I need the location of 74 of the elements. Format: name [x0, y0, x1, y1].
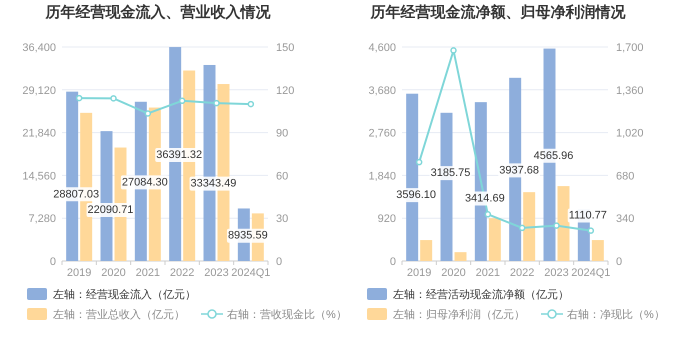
y2-tick-label: 1,360: [616, 84, 644, 97]
chart-title: 历年经营现金流入、营业收入情况: [44, 3, 272, 21]
data-label: 4565.96: [534, 150, 574, 162]
bar: [592, 240, 604, 261]
y-tick-label: 36,400: [22, 42, 56, 54]
legend-label: 左轴：经营现金流入（亿元）: [53, 288, 196, 301]
y2-tick-label: 680: [616, 170, 634, 182]
legend-label: 左轴：营业总收入（亿元）: [53, 308, 185, 321]
y2-tick-label: 340: [616, 213, 634, 226]
y2-tick-label: 1,700: [616, 42, 644, 54]
y-tick-label: 2,760: [368, 128, 396, 140]
point: [588, 227, 594, 234]
y-tick-label: 4,600: [368, 42, 396, 54]
point: [213, 100, 220, 106]
y-tick-label: 14,560: [22, 170, 56, 182]
point: [248, 100, 254, 108]
y-tick-label: 3,680: [368, 84, 396, 97]
y-tick-label: 7,280: [28, 213, 56, 226]
y2-tick-label: 90: [276, 128, 288, 140]
bar: [420, 240, 432, 261]
point: [416, 158, 422, 166]
y2-tick-label: 1,020: [616, 128, 644, 140]
point: [76, 94, 82, 102]
bar: [558, 186, 570, 261]
y-tick-label: 0: [390, 256, 396, 268]
x-tick-label: 2024Q1: [571, 267, 610, 279]
bar: [454, 252, 466, 261]
x-tick-label: 2023: [544, 267, 569, 279]
bar: [523, 192, 536, 261]
y-tick-label: 0: [50, 256, 56, 268]
legend-label: 右轴：营收现金比（%）: [227, 308, 347, 321]
point: [518, 224, 526, 232]
y2-tick-label: 0: [616, 256, 622, 268]
bar: [488, 218, 501, 261]
data-label: 1110.77: [568, 209, 607, 222]
point: [178, 98, 186, 104]
data-label: 3414.69: [464, 192, 505, 204]
y2-tick-label: 150: [276, 42, 294, 54]
y2-tick-label: 0: [276, 256, 282, 268]
data-label: 28807.03: [53, 188, 100, 200]
y-tick-label: 920: [378, 213, 396, 226]
x-tick-label: 2021: [476, 267, 500, 279]
x-tick-label: 2020: [101, 267, 126, 279]
legend-label: 右轴：净现比（%）: [567, 308, 665, 321]
point: [144, 110, 152, 117]
data-label: 3596.10: [396, 189, 436, 202]
x-tick-label: 2019: [66, 267, 92, 279]
point: [553, 222, 560, 229]
y2-tick-label: 30: [276, 213, 288, 226]
x-tick-label: 2022: [510, 267, 534, 279]
x-tick-label: 2020: [441, 267, 466, 279]
legend-label: 左轴：经营活动现金流净额（亿元）: [393, 288, 569, 301]
y2-tick-label: 60: [276, 170, 288, 182]
data-label: 33343.49: [190, 178, 236, 190]
y2-tick-label: 120: [276, 84, 294, 97]
legend-label: 左轴：归母净利润（亿元）: [393, 308, 525, 321]
y-tick-label: 21,840: [22, 128, 56, 140]
point: [484, 211, 492, 218]
x-tick-label: 2023: [204, 267, 229, 279]
x-tick-label: 2021: [136, 267, 160, 279]
point: [110, 95, 117, 102]
data-label: 3185.75: [430, 167, 470, 180]
data-label: 36391.32: [156, 149, 202, 162]
y-tick-label: 1,840: [368, 170, 396, 182]
data-label: 27084.30: [122, 176, 168, 188]
x-tick-label: 2022: [170, 267, 194, 279]
chart-title: 历年经营现金流净额、归母净利润情况: [370, 3, 626, 21]
data-label: 3937.68: [499, 164, 540, 176]
point: [450, 47, 457, 54]
y-tick-label: 29,120: [22, 84, 56, 97]
data-label: 8935.59: [228, 230, 268, 242]
data-label: 22090.71: [88, 204, 134, 216]
x-tick-label: 2024Q1: [231, 267, 270, 279]
x-tick-label: 2019: [406, 267, 432, 279]
